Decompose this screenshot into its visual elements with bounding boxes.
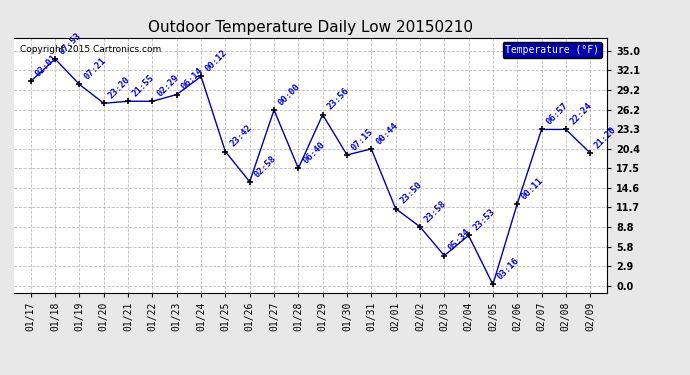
Text: 06:57: 06:57 bbox=[544, 101, 570, 127]
Text: 23:20: 23:20 bbox=[106, 75, 132, 100]
Text: 07:15: 07:15 bbox=[350, 127, 375, 152]
Text: 06:14: 06:14 bbox=[179, 66, 205, 92]
Text: 00:44: 00:44 bbox=[374, 121, 400, 146]
Text: Copyright 2015 Cartronics.com: Copyright 2015 Cartronics.com bbox=[20, 45, 161, 54]
Text: 21:55: 21:55 bbox=[131, 73, 156, 99]
Text: 22:24: 22:24 bbox=[569, 101, 594, 127]
Text: 23:56: 23:56 bbox=[326, 87, 351, 112]
Text: 05:34: 05:34 bbox=[447, 228, 473, 253]
Text: 23:53: 23:53 bbox=[471, 207, 497, 232]
Text: 07:21: 07:21 bbox=[82, 56, 108, 82]
Text: 06:40: 06:40 bbox=[301, 140, 326, 166]
Text: 03:16: 03:16 bbox=[495, 256, 521, 282]
Text: 23:42: 23:42 bbox=[228, 123, 253, 149]
Title: Outdoor Temperature Daily Low 20150210: Outdoor Temperature Daily Low 20150210 bbox=[148, 20, 473, 35]
Text: 00:12: 00:12 bbox=[204, 48, 229, 74]
Text: 02:58: 02:58 bbox=[253, 154, 278, 179]
Text: 00:00: 00:00 bbox=[277, 82, 302, 107]
Text: 02:01: 02:01 bbox=[34, 53, 59, 78]
Text: 21:20: 21:20 bbox=[593, 125, 618, 150]
Text: 07:53: 07:53 bbox=[58, 31, 83, 56]
Text: 23:50: 23:50 bbox=[398, 180, 424, 206]
Text: 00:11: 00:11 bbox=[520, 176, 545, 201]
Text: 02:29: 02:29 bbox=[155, 73, 181, 99]
Legend: Temperature (°F): Temperature (°F) bbox=[502, 42, 602, 58]
Text: 23:58: 23:58 bbox=[423, 199, 448, 224]
